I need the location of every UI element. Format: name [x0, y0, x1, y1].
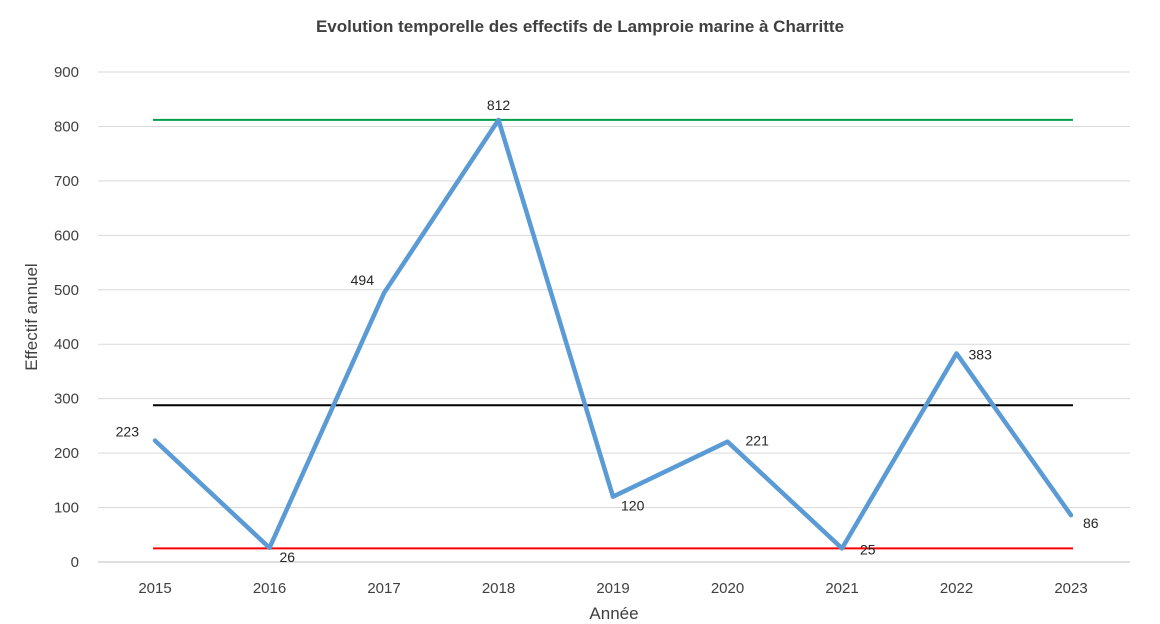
x-tick-label: 2017 — [367, 580, 400, 597]
data-label: 25 — [860, 541, 876, 557]
x-axis-ticks: 2015 2016 2017 2018 2019 2020 2021 2022 2023 — [138, 580, 1087, 597]
x-tick-label: 2020 — [711, 580, 744, 597]
x-tick-label: 2018 — [482, 580, 515, 597]
data-labels: 223 26 494 812 120 221 25 383 86 — [116, 97, 1099, 565]
data-label: 812 — [487, 97, 511, 113]
gridlines — [98, 71, 1130, 563]
x-tick-label: 2023 — [1054, 580, 1087, 597]
y-tick-label: 700 — [54, 173, 79, 190]
x-tick-label: 2019 — [596, 580, 629, 597]
y-tick-label: 0 — [71, 554, 79, 571]
x-tick-label: 2021 — [825, 580, 858, 597]
data-label: 383 — [969, 346, 993, 362]
y-tick-label: 800 — [54, 118, 79, 135]
x-axis-label: Année — [589, 604, 638, 623]
chart-title: Evolution temporelle des effectifs de La… — [316, 17, 844, 36]
data-label: 86 — [1083, 515, 1099, 531]
data-label: 221 — [746, 433, 770, 449]
x-tick-label: 2022 — [940, 580, 973, 597]
series-line — [152, 117, 1074, 551]
data-label: 223 — [116, 424, 140, 440]
data-label: 120 — [621, 498, 645, 514]
x-tick-label: 2015 — [138, 580, 171, 597]
x-tick-label: 2016 — [253, 580, 286, 597]
y-tick-label: 900 — [54, 64, 79, 81]
data-label: 26 — [280, 549, 296, 565]
y-tick-label: 600 — [54, 227, 79, 244]
y-tick-label: 100 — [54, 500, 79, 517]
y-tick-label: 300 — [54, 391, 79, 408]
reference-lines — [153, 118, 1073, 550]
y-tick-label: 200 — [54, 445, 79, 462]
series-group — [152, 117, 1074, 551]
y-tick-label: 400 — [54, 336, 79, 353]
y-tick-label: 500 — [54, 282, 79, 299]
y-axis-label: Effectif annuel — [22, 263, 41, 370]
data-label: 494 — [351, 272, 375, 288]
y-axis-ticks: 0 100 200 300 400 500 600 700 800 900 — [54, 64, 79, 571]
